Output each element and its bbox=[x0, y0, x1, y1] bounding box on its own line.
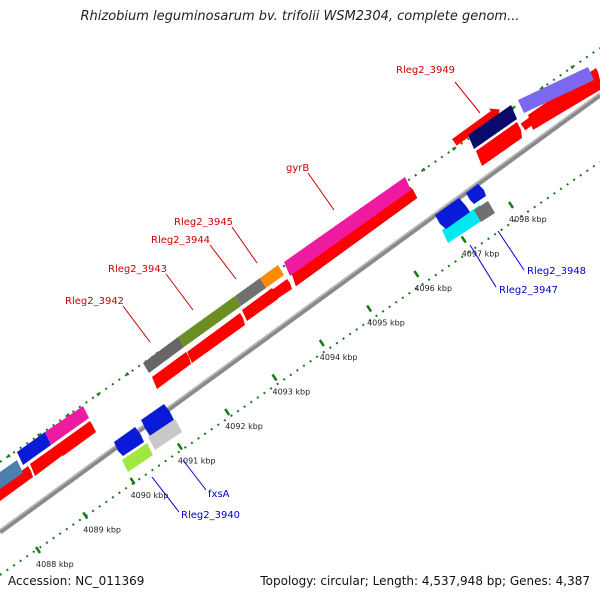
scale-tick bbox=[34, 546, 42, 554]
scale-tick-labels: 4088 kbp 4089 kbp 4090 kbp 4091 kbp 4092 kbp… bbox=[36, 215, 547, 569]
scale-tick bbox=[507, 201, 515, 209]
scale-tick-label: 4088 kbp bbox=[36, 560, 74, 569]
cds-arrow[interactable] bbox=[272, 279, 292, 299]
gene-block-rleg2-3940[interactable] bbox=[122, 443, 153, 472]
map-title: Rhizobium leguminosarum bv. trifolii WSM… bbox=[80, 9, 520, 24]
gene-block-rleg2-3947[interactable] bbox=[442, 205, 486, 243]
cds-arrow[interactable] bbox=[58, 421, 96, 456]
scale-tick bbox=[413, 270, 420, 278]
reverse-gene-track bbox=[114, 184, 495, 472]
scale-ticks bbox=[34, 201, 515, 554]
cds-arrow[interactable] bbox=[187, 313, 245, 363]
gene-label-rleg2-3943[interactable]: Rleg2_3943 bbox=[108, 264, 167, 275]
scale-tick-label: 4095 kbp bbox=[367, 319, 405, 328]
scale-tick-label: 4092 kbp bbox=[225, 422, 263, 431]
gene-label-rleg2-3947[interactable]: Rleg2_3947 bbox=[499, 285, 558, 296]
gene-block-blue[interactable] bbox=[17, 432, 51, 465]
cds-arrow[interactable] bbox=[450, 104, 504, 148]
cds-arrow[interactable] bbox=[466, 184, 486, 204]
gene-block-rleg2-3949[interactable] bbox=[468, 105, 517, 149]
outer-gene-track bbox=[0, 67, 594, 489]
gene-label-gyrb[interactable]: gyrB bbox=[286, 163, 309, 174]
gene-label-rleg2-3942[interactable]: Rleg2_3942 bbox=[65, 296, 124, 307]
scale-tick bbox=[82, 511, 89, 520]
scale-tick bbox=[129, 477, 136, 485]
cds-arrow[interactable] bbox=[435, 198, 470, 229]
gene-block-rleg2-3943[interactable] bbox=[178, 296, 241, 347]
gene-label-rleg2-3949[interactable]: Rleg2_3949 bbox=[396, 65, 455, 76]
scale-tick-label: 4091 kbp bbox=[178, 457, 216, 466]
label-leader-lines bbox=[122, 81, 525, 513]
gene-label-rleg2-3948[interactable]: Rleg2_3948 bbox=[527, 266, 586, 277]
scale-tick bbox=[318, 339, 325, 347]
forward-cds-track bbox=[0, 68, 600, 501]
gene-label-rleg2-3940[interactable]: Rleg2_3940 bbox=[181, 510, 240, 521]
gene-block-grey[interactable] bbox=[148, 419, 182, 450]
gene-label-rleg2-3945[interactable]: Rleg2_3945 bbox=[174, 217, 233, 228]
scale-tick-label: 4098 kbp bbox=[509, 215, 547, 224]
scale-dots bbox=[0, 161, 600, 576]
scale-tick bbox=[366, 304, 373, 313]
scale-tick bbox=[224, 408, 231, 416]
genome-backbone bbox=[0, 92, 600, 535]
gene-block-rleg2-3948-small[interactable] bbox=[474, 201, 495, 222]
scale-tick-label: 4089 kbp bbox=[83, 526, 121, 535]
cds-arrow[interactable] bbox=[242, 288, 278, 321]
gene-label-rleg2-3944[interactable]: Rleg2_3944 bbox=[151, 235, 210, 246]
scale-tick bbox=[460, 235, 467, 244]
scale-tick-label: 4097 kbp bbox=[462, 250, 500, 259]
gene-block-pink[interactable] bbox=[45, 406, 89, 445]
cds-arrow[interactable] bbox=[152, 352, 191, 389]
gene-block-rleg2-3945[interactable] bbox=[260, 265, 284, 288]
cds-arrow[interactable] bbox=[476, 122, 522, 166]
gene-label-fxsa[interactable]: fxsA bbox=[208, 489, 230, 500]
scale-tick-label: 4090 kbp bbox=[131, 491, 169, 500]
cds-arrow[interactable] bbox=[30, 444, 63, 476]
outer-guide-dots bbox=[0, 47, 600, 463]
scale-tick-label: 4096 kbp bbox=[414, 284, 452, 293]
genome-backbone-highlight bbox=[0, 92, 600, 531]
gene-block-rleg2-3944[interactable] bbox=[235, 278, 266, 306]
scale-tick bbox=[271, 373, 278, 382]
gene-block-gyrb[interactable] bbox=[284, 177, 411, 276]
scale-tick bbox=[176, 442, 183, 451]
scale-tick-label: 4094 kbp bbox=[320, 353, 358, 362]
genome-summary-text: Topology: circular; Length: 4,537,948 bp… bbox=[260, 574, 590, 588]
accession-text: Accession: NC_011369 bbox=[8, 574, 145, 588]
cds-arrow[interactable] bbox=[0, 466, 33, 501]
cds-arrow[interactable] bbox=[141, 404, 174, 436]
gene-block-purple[interactable] bbox=[518, 67, 594, 113]
gene-block-rleg2-3942[interactable] bbox=[143, 337, 184, 373]
cds-arrow[interactable] bbox=[114, 427, 144, 456]
gene-block-steelblue[interactable] bbox=[0, 460, 23, 489]
scale-tick-label: 4093 kbp bbox=[273, 388, 311, 397]
